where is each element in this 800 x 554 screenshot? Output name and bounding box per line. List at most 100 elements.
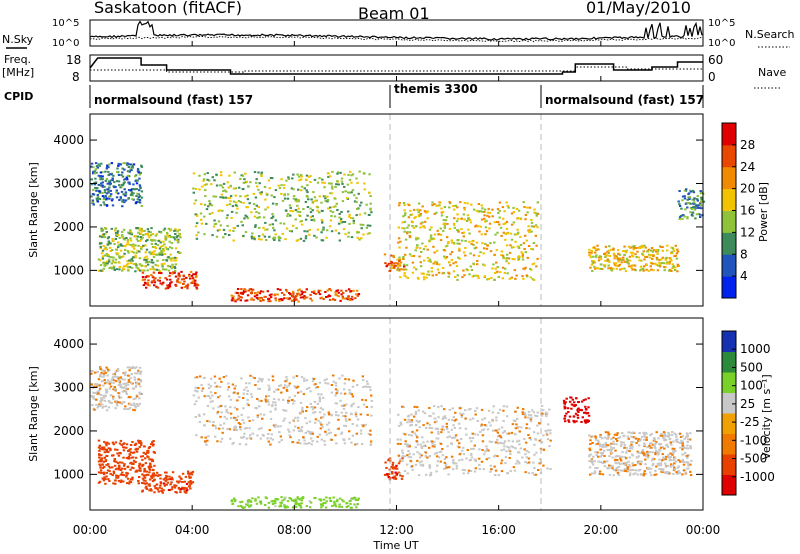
scatter-point-8 — [675, 440, 678, 443]
scatter-point-3 — [322, 396, 325, 399]
scatter-point-3 — [248, 436, 252, 439]
scatter-point-3 — [192, 187, 195, 190]
scatter-point-0 — [138, 402, 141, 405]
scatter-point-0 — [99, 368, 102, 370]
scatter-point-1 — [102, 479, 106, 482]
scatter-point-6 — [409, 460, 413, 463]
scatter-point-3 — [203, 203, 207, 206]
scatter-point-0 — [127, 378, 130, 381]
scatter-point-6 — [524, 460, 527, 463]
scatter-point-7 — [638, 259, 641, 262]
scatter-point-5 — [395, 264, 398, 267]
scatter-point-3 — [258, 405, 261, 408]
scatter-point-0 — [107, 406, 111, 409]
scatter-point-3 — [285, 379, 288, 382]
scatter-point-3 — [198, 421, 202, 423]
scatter-point-3 — [203, 173, 206, 176]
scatter-point-0 — [127, 374, 130, 377]
scatter-point-3 — [246, 393, 249, 395]
scatter-point-0 — [118, 184, 121, 187]
scatter-point-3 — [309, 390, 312, 393]
scatter-point-1 — [142, 482, 145, 485]
scatter-point-8 — [594, 438, 598, 441]
scatter-point-1 — [149, 268, 152, 271]
scatter-point-0 — [133, 188, 136, 191]
scatter-point-6 — [407, 455, 410, 458]
scatter-point-0 — [111, 177, 114, 180]
scatter-point-8 — [686, 441, 689, 443]
scatter-point-8 — [601, 437, 604, 440]
scatter-point-5 — [395, 474, 398, 477]
scatter-point-3 — [222, 376, 226, 378]
scatter-point-3 — [342, 415, 345, 417]
scatter-point-6 — [433, 251, 436, 254]
scatter-point-6 — [413, 415, 416, 418]
scatter-point-1 — [149, 468, 152, 471]
scatter-point-3 — [309, 207, 312, 210]
scatter-point-6 — [437, 233, 441, 236]
scatter-point-6 — [538, 422, 541, 425]
scatter-point-1 — [173, 256, 177, 259]
scatter-point-0 — [105, 381, 108, 384]
scatter-point-2 — [181, 481, 184, 483]
scatter-point-1 — [104, 233, 107, 235]
scatter-point-1 — [125, 475, 128, 478]
velocity-colorbar-tick-label-2: 100 — [740, 379, 763, 393]
scatter-point-0 — [121, 205, 124, 208]
scatter-point-1 — [161, 253, 164, 256]
scatter-point-2 — [155, 483, 159, 486]
scatter-point-3 — [306, 406, 309, 409]
scatter-point-6 — [453, 462, 456, 465]
scatter-point-2 — [147, 279, 150, 282]
scatter-point-6 — [478, 230, 481, 233]
scatter-point-0 — [124, 382, 127, 385]
scatter-point-4 — [327, 294, 331, 297]
scatter-point-3 — [300, 175, 303, 178]
scatter-point-3 — [211, 394, 214, 397]
scatter-point-3 — [204, 195, 207, 198]
scatter-point-3 — [335, 442, 338, 445]
scatter-point-7 — [577, 401, 580, 404]
scatter-point-1 — [150, 443, 153, 446]
scatter-point-6 — [500, 470, 504, 473]
scatter-point-1 — [176, 235, 179, 237]
xtick-label-6: 00:00 — [686, 523, 721, 537]
scatter-point-7 — [670, 246, 673, 249]
scatter-point-4 — [253, 295, 257, 298]
scatter-point-4 — [286, 297, 289, 300]
scatter-point-8 — [596, 466, 599, 469]
scatter-point-3 — [356, 236, 359, 239]
scatter-point-5 — [398, 258, 401, 261]
scatter-point-3 — [209, 397, 212, 400]
scatter-point-1 — [106, 455, 109, 457]
scatter-point-3 — [330, 182, 333, 185]
scatter-point-1 — [156, 264, 159, 267]
scatter-point-8 — [668, 472, 671, 475]
scatter-point-2 — [158, 279, 161, 282]
scatter-point-6 — [423, 226, 426, 229]
scatter-point-4 — [299, 498, 302, 501]
scatter-point-1 — [161, 268, 165, 271]
scatter-point-3 — [239, 195, 242, 198]
scatter-point-7 — [615, 267, 618, 270]
scatter-point-1 — [151, 253, 155, 256]
scatter-point-3 — [343, 382, 346, 385]
scatter-point-2 — [189, 483, 192, 486]
scatter-point-3 — [308, 229, 311, 231]
scatter-point-6 — [487, 457, 491, 460]
scatter-point-6 — [421, 464, 425, 467]
scatter-point-3 — [209, 400, 212, 403]
scatter-point-4 — [301, 296, 305, 299]
scatter-point-7 — [603, 264, 607, 267]
scatter-point-6 — [533, 414, 537, 417]
scatter-point-8 — [668, 455, 671, 458]
scatter-point-6 — [417, 214, 421, 217]
scatter-point-1 — [133, 451, 136, 454]
scatter-point-6 — [491, 267, 494, 270]
scatter-point-4 — [274, 297, 277, 300]
scatter-point-8 — [638, 469, 642, 471]
scatter-point-6 — [464, 239, 467, 242]
scatter-point-7 — [666, 244, 669, 247]
scatter-point-1 — [144, 251, 147, 254]
scatter-point-0 — [95, 189, 98, 192]
